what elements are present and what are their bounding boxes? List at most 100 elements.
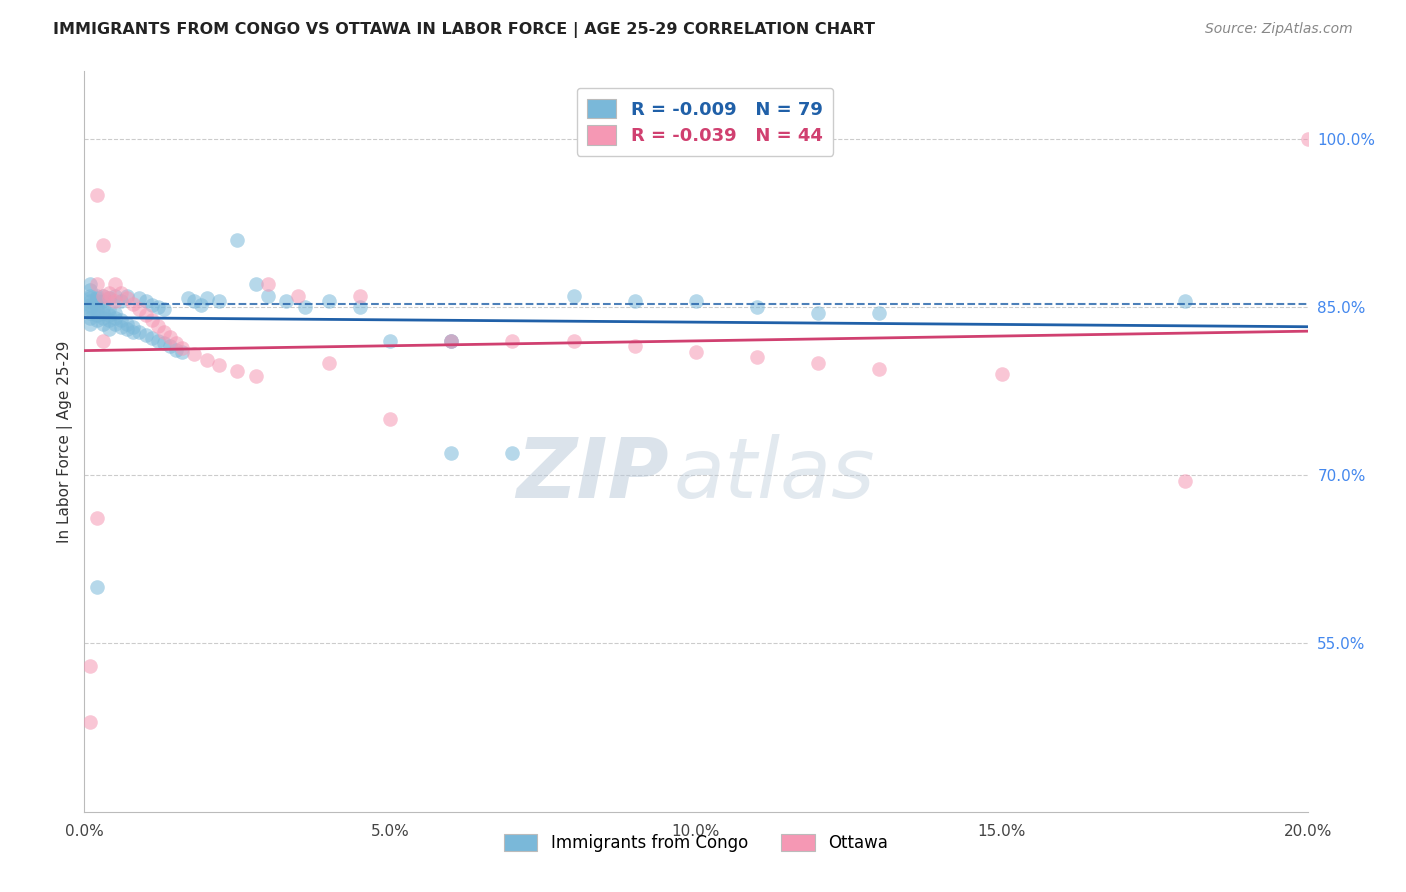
Point xyxy=(86,580,108,594)
Legend: Immigrants from Congo, Ottawa: Immigrants from Congo, Ottawa xyxy=(498,828,894,859)
Text: Source: ZipAtlas.com: Source: ZipAtlas.com xyxy=(1205,22,1353,37)
Point xyxy=(165,343,187,357)
Point xyxy=(440,334,463,348)
Point xyxy=(195,352,218,367)
Point xyxy=(79,714,101,729)
Point xyxy=(97,313,120,327)
Point xyxy=(1174,294,1197,309)
Point xyxy=(91,305,114,319)
Point xyxy=(91,334,114,348)
Point xyxy=(128,291,150,305)
Point xyxy=(349,289,371,303)
Point xyxy=(380,334,402,348)
Point xyxy=(159,330,181,344)
Point xyxy=(86,187,108,202)
Point xyxy=(440,334,463,348)
Point xyxy=(104,317,127,331)
Point xyxy=(104,277,127,292)
Point xyxy=(146,300,169,314)
Point xyxy=(115,317,138,331)
Point xyxy=(97,302,120,317)
Point xyxy=(172,344,194,359)
Point xyxy=(91,311,114,326)
Point xyxy=(294,300,316,314)
Point xyxy=(141,313,163,327)
Point xyxy=(562,289,585,303)
Point xyxy=(183,347,205,361)
Point xyxy=(128,325,150,339)
Point xyxy=(91,289,114,303)
Point xyxy=(195,291,218,305)
Text: atlas: atlas xyxy=(673,434,876,516)
Point xyxy=(135,294,157,309)
Point xyxy=(115,289,138,303)
Point xyxy=(245,369,267,384)
Point xyxy=(122,296,145,310)
Point xyxy=(349,300,371,314)
Point xyxy=(91,317,114,331)
Point xyxy=(172,342,194,356)
Point xyxy=(97,291,120,305)
Point xyxy=(141,298,163,312)
Point xyxy=(91,238,114,252)
Point xyxy=(79,300,101,314)
Point xyxy=(86,294,108,309)
Point xyxy=(869,305,891,319)
Point xyxy=(86,302,108,317)
Point xyxy=(128,302,150,317)
Point xyxy=(97,308,120,322)
Text: ZIP: ZIP xyxy=(516,434,669,516)
Point xyxy=(86,277,108,292)
Point xyxy=(440,446,463,460)
Text: IMMIGRANTS FROM CONGO VS OTTAWA IN LABOR FORCE | AGE 25-29 CORRELATION CHART: IMMIGRANTS FROM CONGO VS OTTAWA IN LABOR… xyxy=(53,22,876,38)
Point xyxy=(79,291,101,305)
Point xyxy=(86,298,108,312)
Point xyxy=(104,289,127,303)
Point xyxy=(104,294,127,309)
Point xyxy=(86,308,108,322)
Point xyxy=(86,511,108,525)
Point xyxy=(624,339,647,353)
Point xyxy=(97,322,120,336)
Point xyxy=(747,300,769,314)
Point xyxy=(146,334,169,348)
Point xyxy=(110,294,132,309)
Point xyxy=(1174,474,1197,488)
Point xyxy=(153,325,176,339)
Point xyxy=(287,289,309,303)
Point xyxy=(685,294,707,309)
Point xyxy=(183,294,205,309)
Point xyxy=(97,286,120,301)
Point xyxy=(318,356,340,370)
Point xyxy=(79,294,101,309)
Point xyxy=(226,364,249,378)
Point xyxy=(869,361,891,376)
Point xyxy=(86,313,108,327)
Point xyxy=(208,358,231,372)
Point xyxy=(562,334,585,348)
Point xyxy=(685,344,707,359)
Point xyxy=(115,322,138,336)
Point xyxy=(122,325,145,339)
Point xyxy=(153,335,176,350)
Point xyxy=(257,277,280,292)
Point xyxy=(276,294,298,309)
Point xyxy=(86,291,108,305)
Point xyxy=(115,291,138,305)
Point xyxy=(165,335,187,350)
Point xyxy=(502,446,524,460)
Point xyxy=(226,233,249,247)
Point xyxy=(79,311,101,326)
Point xyxy=(747,351,769,365)
Point xyxy=(110,313,132,327)
Point xyxy=(257,289,280,303)
Point xyxy=(79,298,101,312)
Point xyxy=(208,294,231,309)
Point xyxy=(122,320,145,334)
Point xyxy=(110,286,132,301)
Point xyxy=(380,412,402,426)
Point xyxy=(79,283,101,297)
Point xyxy=(135,308,157,322)
Point xyxy=(1296,131,1319,145)
Point xyxy=(807,356,830,370)
